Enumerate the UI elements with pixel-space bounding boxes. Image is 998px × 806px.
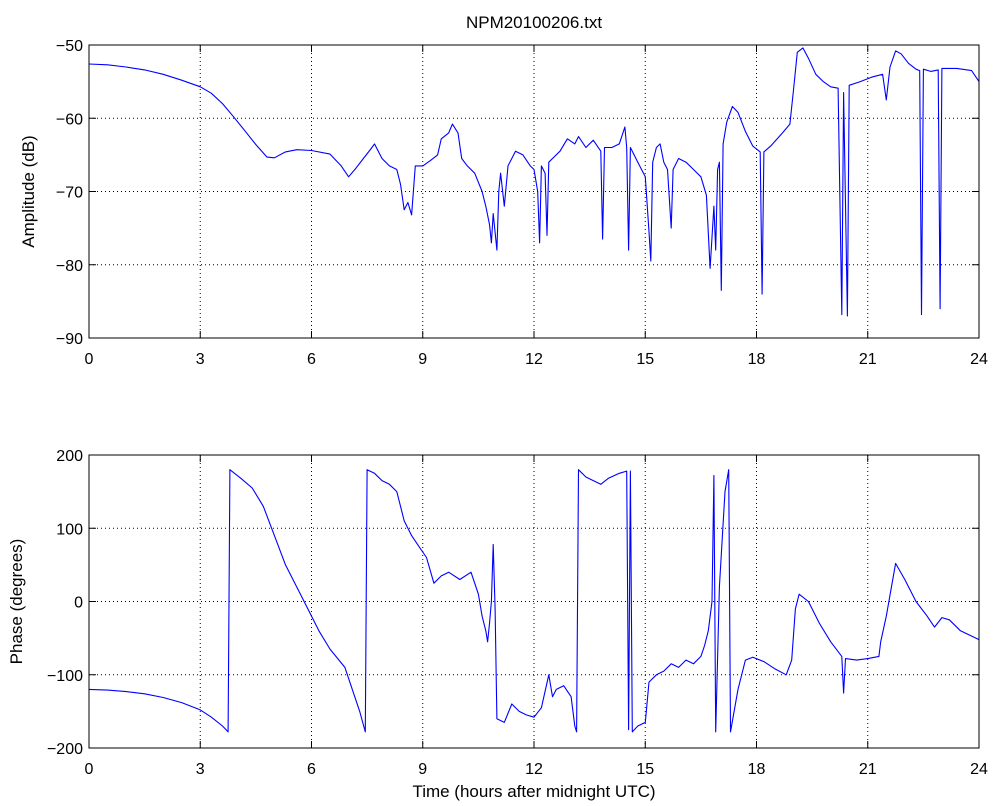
amplitude-y-tick-label: −80 [56,258,83,275]
amplitude-plot: 0 3 6 9 12 15 18 21 24 −90 −80 −70 −60 −50 Amplitude (… [19,38,988,368]
phase-y-tick-label: −200 [47,741,83,758]
plots: 0 3 6 9 12 15 18 21 24 −90 −80 −70 −60 −50 Amplitude (… [7,38,988,778]
amplitude-x-tick-label: 6 [307,351,316,368]
phase-y-tick-label: 100 [56,521,83,538]
amplitude-x-tick-label: 12 [525,351,543,368]
phase-y-tick-label: 0 [74,595,83,612]
phase-y-axis-label: Phase (degrees) [7,539,26,665]
amplitude-x-tick-label: 21 [859,351,877,368]
amplitude-y-tick-label: −70 [56,185,83,202]
amplitude-x-tick-label: 9 [418,351,427,368]
bottom-x-axis-label: Time (hours after midnight UTC) [412,782,655,801]
amplitude-x-tick-label: 24 [970,351,988,368]
phase-x-tick-label: 0 [85,761,94,778]
amplitude-y-tick-label: −60 [56,111,83,128]
amplitude-series-line [88,47,980,317]
phase-x-tick-label: 12 [525,761,543,778]
phase-series-line [88,469,980,733]
amplitude-y-tick-label: −50 [56,38,83,55]
amplitude-x-tick-label: 15 [636,351,654,368]
phase-plot: 0 3 6 9 12 15 18 21 24 −200 −100 0 100 200 Phase (degr… [7,448,988,778]
phase-x-tick-label: 18 [748,761,766,778]
phase-x-tick-label: 24 [970,761,988,778]
chart-title: NPM20100206.txt [466,13,602,32]
amplitude-y-axis-label: Amplitude (dB) [19,135,38,247]
amplitude-x-tick-label: 0 [85,351,94,368]
phase-x-tick-label: 6 [307,761,316,778]
phase-y-tick-label: −100 [47,668,83,685]
phase-x-tick-label: 9 [418,761,427,778]
phase-x-tick-label: 21 [859,761,877,778]
amplitude-x-tick-label: 3 [196,351,205,368]
amplitude-y-tick-label: −90 [56,331,83,348]
amplitude-x-tick-label: 18 [748,351,766,368]
phase-x-tick-label: 3 [196,761,205,778]
phase-x-tick-label: 15 [636,761,654,778]
phase-y-tick-label: 200 [56,448,83,465]
